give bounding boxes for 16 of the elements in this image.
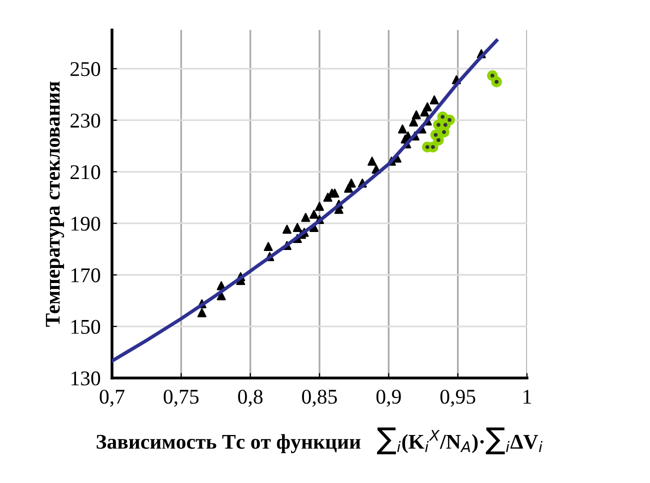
x-tick-label: 1	[524, 390, 531, 404]
y-tick-label: 150	[71, 320, 100, 334]
x-tick-label: 0,95	[440, 390, 476, 407]
y-tick-label: 230	[70, 114, 100, 128]
y-tick-label: 170	[71, 268, 100, 282]
y-tick-label: 130	[71, 371, 100, 386]
x-tick-label: 0,75	[164, 390, 199, 407]
x-tick-label: 0,85	[302, 390, 337, 407]
x-tick-label: 0,8	[238, 390, 263, 407]
y-tick-label: 190	[71, 216, 100, 231]
y-tick-label: 210	[70, 165, 100, 180]
y-tick-label: 250	[70, 62, 100, 76]
x-tick-label: 0,7	[100, 390, 124, 407]
y-axis-title: Температура стеклования	[46, 82, 64, 327]
x-tick-label: 0,9	[376, 390, 401, 407]
text: Зависимость Тс от функции ∑$_{i}$(K$_{i}$$^{X}$/N$_{A}$)·∑$_{i}$ΔV$_{i}$	[96, 427, 542, 454]
